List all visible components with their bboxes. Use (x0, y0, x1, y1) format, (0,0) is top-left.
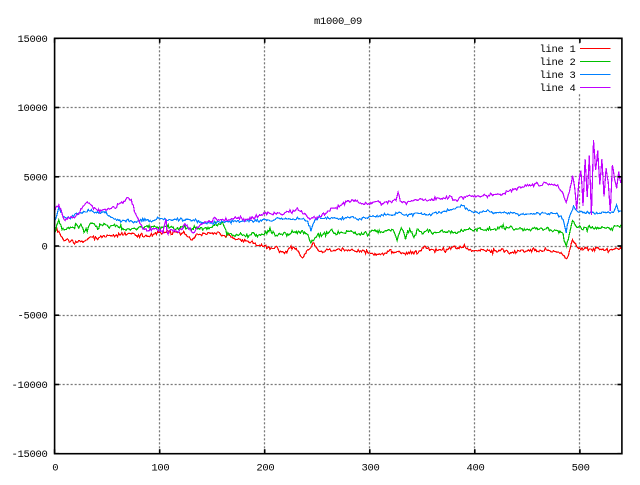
svg-text:line 4: line 4 (539, 83, 575, 95)
svg-text:0: 0 (52, 463, 58, 475)
svg-text:-5000: -5000 (17, 311, 47, 323)
svg-text:-15000: -15000 (11, 449, 47, 461)
svg-text:0: 0 (41, 242, 47, 254)
svg-text:400: 400 (466, 463, 484, 475)
svg-text:line 1: line 1 (539, 44, 575, 56)
svg-text:line 2: line 2 (539, 57, 575, 69)
svg-text:200: 200 (256, 463, 274, 475)
svg-text:500: 500 (572, 463, 590, 475)
svg-text:15000: 15000 (17, 34, 47, 46)
svg-text:300: 300 (361, 463, 379, 475)
svg-text:5000: 5000 (23, 172, 47, 184)
svg-text:line 3: line 3 (539, 70, 575, 82)
svg-text:-10000: -10000 (11, 380, 47, 392)
svg-text:m1000_09: m1000_09 (314, 16, 362, 28)
svg-text:100: 100 (151, 463, 169, 475)
svg-text:10000: 10000 (17, 103, 47, 115)
